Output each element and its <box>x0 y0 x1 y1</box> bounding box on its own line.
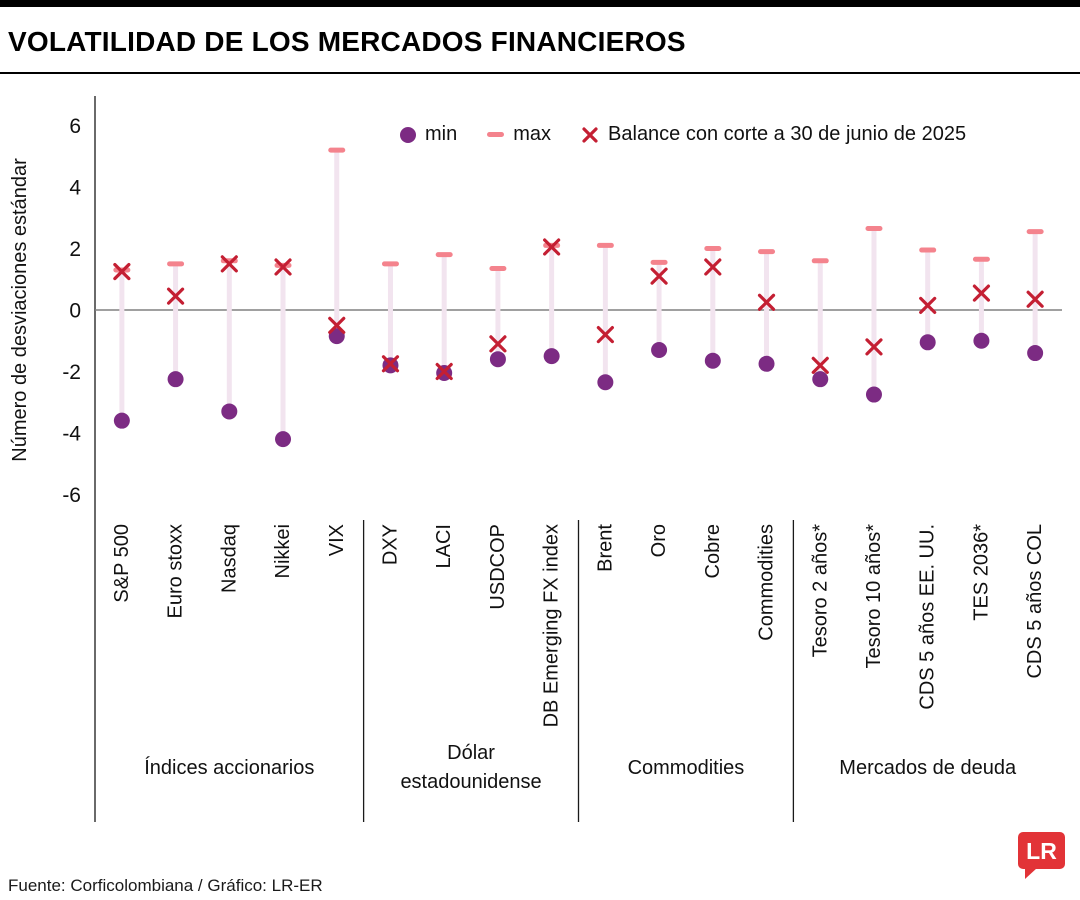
balance-marker <box>220 255 238 273</box>
legend-max-label: max <box>513 123 552 145</box>
max-marker <box>919 247 937 253</box>
category-label: Nasdaq <box>218 524 240 593</box>
y-tick-label: -2 <box>62 361 81 384</box>
category-label: Brent <box>594 524 616 572</box>
balance-marker <box>113 262 131 281</box>
lr-logo-text: LR <box>1026 838 1057 864</box>
y-tick-label: 0 <box>69 299 81 322</box>
min-marker <box>113 412 130 429</box>
category-label: Commodities <box>756 524 778 641</box>
min-marker-icon <box>400 126 416 143</box>
balance-marker <box>328 316 346 334</box>
min-marker <box>275 431 292 448</box>
category-label: TES 2036* <box>970 524 992 621</box>
legend-balance-label: Balance con corte a 30 de junio de 2025 <box>608 123 967 145</box>
x-marker-icon <box>582 126 598 143</box>
balance-marker <box>919 296 937 314</box>
y-axis-title: Número de desviaciones estándar <box>9 158 31 462</box>
category-label: DXY <box>379 524 401 565</box>
max-marker <box>1026 229 1044 235</box>
category-label: LACI <box>433 524 455 568</box>
min-marker <box>865 386 882 403</box>
category-label: DB Emerging FX index <box>541 524 563 727</box>
balance-marker <box>489 335 507 353</box>
min-marker <box>973 332 990 349</box>
group-label: Commodities <box>628 757 745 779</box>
max-marker <box>704 246 722 252</box>
category-label: Cobre <box>702 524 724 578</box>
min-marker <box>1027 345 1044 362</box>
chart-legend: min max Balance con corte a 30 de junio … <box>400 123 966 146</box>
max-marker-icon <box>487 132 505 137</box>
source-text: Fuente: Corficolombiana / Gráfico: LR-ER <box>8 876 323 895</box>
balance-marker <box>381 355 400 373</box>
min-marker <box>919 334 936 351</box>
balance-marker <box>1026 290 1044 308</box>
min-marker <box>704 352 721 369</box>
balance-marker <box>274 258 292 276</box>
category-label: VIX <box>326 524 348 556</box>
top-bar <box>0 0 1080 7</box>
category-label: Tesoro 2 años* <box>809 524 831 658</box>
y-tick-label: -6 <box>62 484 81 507</box>
max-marker <box>865 226 883 232</box>
max-marker <box>811 258 829 264</box>
balance-marker <box>166 287 185 305</box>
min-marker <box>221 403 238 420</box>
balance-marker <box>596 325 614 344</box>
group-label: estadounidense <box>400 771 541 793</box>
max-marker <box>167 261 185 267</box>
group-label: Dólar <box>447 742 495 764</box>
max-marker <box>435 252 453 258</box>
balance-marker <box>972 284 991 302</box>
group-label: Mercados de deuda <box>839 757 1017 779</box>
min-marker <box>543 348 560 365</box>
legend-item-min: min <box>400 123 457 146</box>
min-marker <box>812 371 829 388</box>
legend-item-balance: Balance con corte a 30 de junio de 2025 <box>581 123 966 146</box>
title-divider <box>0 72 1080 74</box>
category-label: S&P 500 <box>111 524 133 603</box>
category-label: Tesoro 10 años* <box>863 524 885 669</box>
balance-marker <box>757 293 776 311</box>
min-marker <box>489 351 506 368</box>
max-marker <box>650 259 668 265</box>
max-marker <box>596 242 614 248</box>
category-label: CDS 5 años EE. UU. <box>917 524 939 710</box>
min-marker <box>651 341 668 358</box>
balance-marker <box>650 267 668 285</box>
min-marker <box>328 328 345 345</box>
balance-marker <box>435 362 453 381</box>
max-marker <box>381 261 399 267</box>
y-tick-label: -4 <box>62 422 81 445</box>
category-label: Euro stoxx <box>165 524 187 618</box>
balance-marker <box>704 258 722 276</box>
lr-logo-box <box>1018 832 1065 869</box>
max-marker <box>758 249 776 255</box>
min-marker <box>167 371 184 388</box>
category-label: CDS 5 años COL <box>1024 524 1046 679</box>
min-marker <box>597 374 614 391</box>
lr-logo-tail <box>1025 868 1037 879</box>
min-marker <box>758 355 775 372</box>
balance-marker <box>865 338 883 356</box>
max-marker <box>328 147 346 153</box>
legend-item-max: max <box>487 123 551 146</box>
category-label: USDCOP <box>487 524 509 610</box>
max-marker <box>489 265 507 271</box>
page-title: VOLATILIDAD DE LOS MERCADOS FINANCIEROS <box>8 26 686 57</box>
legend-min-label: min <box>425 123 458 145</box>
balance-marker <box>811 356 829 374</box>
y-tick-label: 4 <box>69 176 81 199</box>
lr-logo: LR <box>1018 832 1065 879</box>
y-tick-label: 6 <box>69 115 81 138</box>
category-label: Nikkei <box>272 524 294 578</box>
balance-marker <box>543 238 561 256</box>
max-marker <box>972 256 990 262</box>
category-label: Oro <box>648 524 670 557</box>
y-tick-label: 2 <box>69 238 81 261</box>
group-label: Índices accionarios <box>144 756 314 779</box>
